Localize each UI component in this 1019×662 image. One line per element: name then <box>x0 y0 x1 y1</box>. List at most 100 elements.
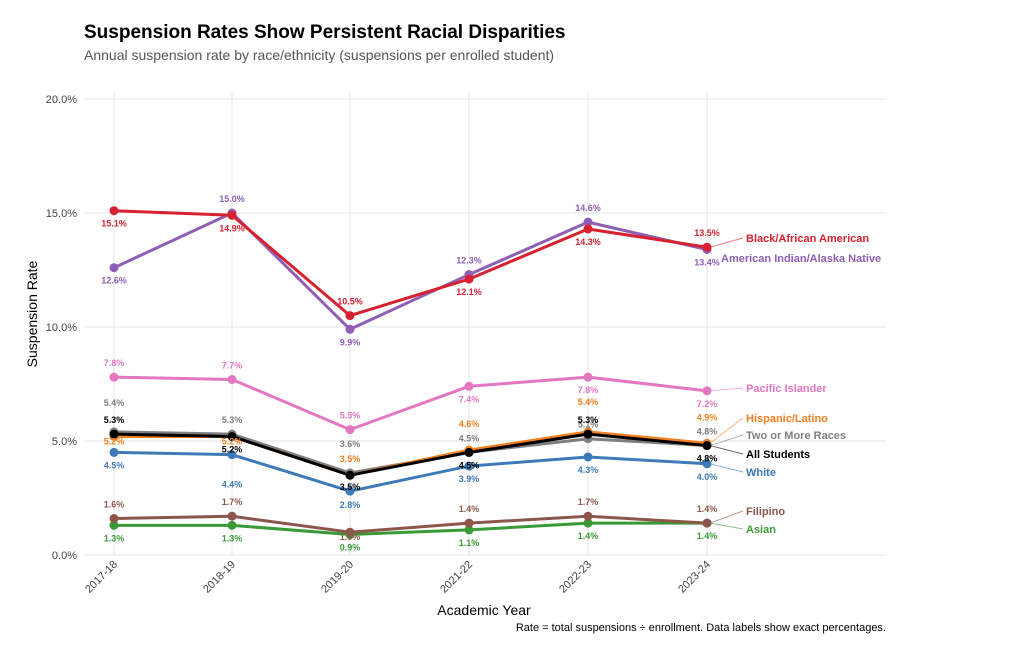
data-label: 14.9% <box>219 223 245 233</box>
data-point <box>109 520 119 530</box>
data-point <box>702 242 712 252</box>
data-point <box>227 511 237 521</box>
data-label: 1.3% <box>222 533 243 543</box>
chart-subtitle: Annual suspension rate by race/ethnicity… <box>84 47 555 63</box>
data-point <box>109 263 119 273</box>
series-end-label: Filipino <box>746 506 785 518</box>
data-label: 1.6% <box>104 500 125 510</box>
axes: 0.0% 5.0% 10.0% 15.0% 20.0% 2017-18 2018-19 201… <box>46 94 713 596</box>
data-label: 4.0% <box>697 472 718 482</box>
data-point <box>702 441 712 451</box>
data-label: 4.8% <box>697 454 718 464</box>
data-label: 3.6% <box>340 439 361 449</box>
series-line <box>112 432 709 477</box>
data-point <box>702 518 712 528</box>
y-tick-label: 0.0% <box>52 550 77 562</box>
data-point <box>464 461 474 471</box>
data-point <box>702 386 712 396</box>
data-label: 3.5% <box>340 454 361 464</box>
series-points <box>109 206 712 539</box>
data-point <box>345 486 355 496</box>
data-label: 3.5% <box>340 482 361 492</box>
series-line <box>112 209 709 318</box>
grid-lines <box>84 92 886 556</box>
data-label: 7.4% <box>459 394 480 404</box>
data-label: 5.2% <box>104 436 125 446</box>
chart-title: Suspension Rates Show Persistent Racial … <box>84 22 566 43</box>
data-point <box>583 217 593 227</box>
data-point <box>227 520 237 530</box>
data-label: 7.8% <box>578 385 599 395</box>
y-tick-label: 10.0% <box>46 322 77 334</box>
data-label: 5.3% <box>222 415 243 425</box>
data-label: 1.4% <box>578 531 599 541</box>
data-point <box>227 374 237 384</box>
series-line <box>112 514 709 534</box>
data-label: 4.4% <box>222 480 243 490</box>
x-tick-label: 2019-20 <box>319 559 356 596</box>
data-label: 4.6% <box>459 419 480 429</box>
data-point <box>345 311 355 321</box>
series-end-label: Hispanic/Latino <box>746 413 828 425</box>
y-tick-label: 20.0% <box>46 94 77 106</box>
data-point <box>227 210 237 220</box>
data-label: 5.1% <box>578 420 599 430</box>
data-label: 5.4% <box>104 398 125 408</box>
data-point <box>583 224 593 234</box>
leader-line <box>709 510 744 524</box>
leader-line <box>709 237 744 248</box>
data-label: 10.5% <box>337 297 363 307</box>
data-point <box>464 381 474 391</box>
end-labels: American Indian/Alaska Native Black/Afric… <box>709 233 881 536</box>
data-label: 1.4% <box>697 531 718 541</box>
data-point <box>583 452 593 462</box>
data-point <box>345 527 355 537</box>
series-end-label: Pacific Islander <box>746 383 827 395</box>
series-end-label: Two or More Races <box>746 430 846 442</box>
data-point <box>109 514 119 524</box>
data-label: 1.4% <box>459 504 480 514</box>
data-label: 3.9% <box>459 474 480 484</box>
data-label: 13.5% <box>694 228 720 238</box>
data-label: 13.4% <box>694 257 720 267</box>
data-point <box>227 450 237 460</box>
data-label: 4.5% <box>104 460 125 470</box>
chart-caption: Rate = total suspensions ÷ enrollment. D… <box>515 622 886 634</box>
series-end-label: All Students <box>746 449 810 461</box>
data-label: 12.6% <box>101 276 127 286</box>
leader-line <box>709 522 744 530</box>
x-axis-label: Academic Year <box>437 602 531 618</box>
leader-line <box>709 463 744 473</box>
data-point <box>464 525 474 535</box>
series-end-label: Black/African American <box>746 233 869 245</box>
data-label: 1.3% <box>104 533 125 543</box>
series-end-label: White <box>746 467 776 479</box>
data-point <box>345 425 355 435</box>
y-tick-label: 5.0% <box>52 436 77 448</box>
data-label: 7.8% <box>104 358 125 368</box>
data-label: 5.3% <box>104 415 125 425</box>
data-label: 5.4% <box>578 397 599 407</box>
leader-line <box>709 417 744 444</box>
data-label: 5.3% <box>578 415 599 425</box>
x-tick-label: 2021-22 <box>438 559 475 596</box>
data-label: 1.7% <box>578 497 599 507</box>
x-tick-label: 2018-19 <box>201 559 238 596</box>
data-point <box>345 470 355 480</box>
data-point <box>583 429 593 439</box>
series-line <box>112 521 709 536</box>
data-label: 12.1% <box>456 287 482 297</box>
data-label: 4.8% <box>697 427 718 437</box>
data-label: 7.7% <box>222 360 243 370</box>
series-end-label: Asian <box>746 524 776 536</box>
series-line <box>112 211 709 331</box>
series-lines <box>112 209 709 536</box>
data-point <box>464 518 474 528</box>
data-point <box>109 429 119 439</box>
data-label: 5.2% <box>222 436 243 446</box>
data-label: 4.5% <box>459 460 480 470</box>
data-point <box>583 372 593 382</box>
leader-line <box>709 434 744 447</box>
data-point <box>464 447 474 457</box>
